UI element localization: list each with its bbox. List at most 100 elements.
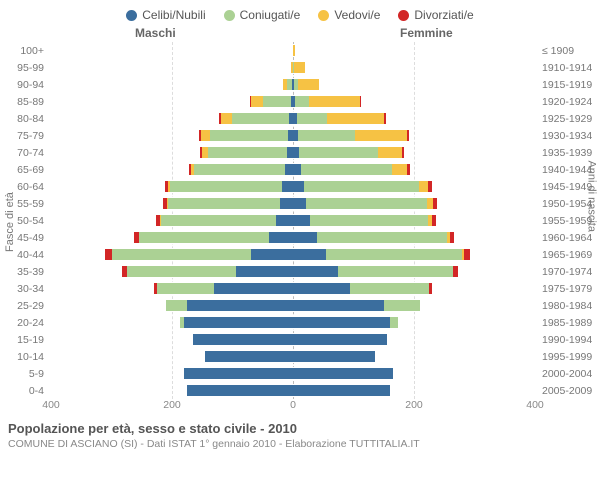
segment	[295, 95, 308, 108]
age-label: 10-14	[0, 351, 48, 363]
male-bar	[48, 263, 293, 280]
segment	[276, 214, 293, 227]
cohort-label: 1995-1999	[538, 351, 600, 363]
cohort-label: 1935-1939	[538, 147, 600, 159]
segment	[293, 197, 306, 210]
segment	[293, 367, 393, 380]
male-bar	[48, 110, 293, 127]
age-label: 100+	[0, 45, 48, 57]
segment	[327, 112, 384, 125]
male-bar	[48, 161, 293, 178]
legend-swatch	[398, 10, 409, 21]
age-label: 25-29	[0, 300, 48, 312]
cohort-label: 1930-1934	[538, 130, 600, 142]
age-row: 45-491960-1964	[0, 229, 600, 246]
chart-subtitle: COMUNE DI ASCIANO (SI) - Dati ISTAT 1° g…	[8, 438, 592, 450]
age-row: 70-741935-1939	[0, 144, 600, 161]
legend-label: Divorziati/e	[414, 8, 473, 22]
footer: Popolazione per età, sesso e stato civil…	[0, 415, 600, 450]
segment	[293, 180, 304, 193]
segment	[187, 299, 293, 312]
age-label: 95-99	[0, 62, 48, 74]
age-row: 30-341975-1979	[0, 280, 600, 297]
cohort-label: 1910-1914	[538, 62, 600, 74]
segment	[419, 180, 428, 193]
segment	[294, 61, 305, 74]
male-header: Maschi	[135, 26, 176, 40]
segment	[310, 214, 428, 227]
segment	[112, 248, 251, 261]
age-row: 95-99 1910-1914	[0, 59, 600, 76]
segment	[280, 197, 293, 210]
age-label: 60-64	[0, 181, 48, 193]
female-bar	[293, 365, 538, 382]
age-label: 0-4	[0, 385, 48, 397]
cohort-label: 1975-1979	[538, 283, 600, 295]
cohort-label: 1925-1929	[538, 113, 600, 125]
female-bar	[293, 382, 538, 399]
cohort-label: 1980-1984	[538, 300, 600, 312]
segment	[378, 146, 402, 159]
cohort-label: 1965-1969	[538, 249, 600, 261]
segment	[338, 265, 453, 278]
segment	[293, 333, 387, 346]
bar-group	[48, 161, 538, 178]
segment	[293, 214, 310, 227]
segment	[293, 248, 326, 261]
segment	[297, 112, 327, 125]
female-bar	[293, 59, 538, 76]
bar-group	[48, 195, 538, 212]
bar-group	[48, 365, 538, 382]
bar-group	[48, 178, 538, 195]
age-row: 55-591950-1954	[0, 195, 600, 212]
segment	[326, 248, 462, 261]
x-tick: 0	[290, 399, 296, 411]
bar-group	[48, 348, 538, 365]
segment	[251, 248, 293, 261]
bar-group	[48, 212, 538, 229]
legend-item: Divorziati/e	[398, 8, 473, 22]
segment	[450, 231, 455, 244]
age-label: 90-94	[0, 79, 48, 91]
segment	[360, 95, 361, 108]
segment	[201, 129, 209, 142]
cohort-label: 2000-2004	[538, 368, 600, 380]
age-label: 35-39	[0, 266, 48, 278]
female-bar	[293, 161, 538, 178]
cohort-label: ≤ 1909	[538, 45, 600, 57]
segment	[161, 214, 276, 227]
female-bar	[293, 178, 538, 195]
male-bar	[48, 229, 293, 246]
cohort-label: 1990-1994	[538, 334, 600, 346]
female-bar	[293, 297, 538, 314]
bar-group	[48, 93, 538, 110]
bar-group	[48, 127, 538, 144]
age-row: 60-641945-1949	[0, 178, 600, 195]
chart-area: Fasce di età Anni di nascita 100+≤ 19099…	[0, 42, 600, 399]
legend-swatch	[318, 10, 329, 21]
segment	[193, 333, 293, 346]
bar-group	[48, 246, 538, 263]
legend-item: Celibi/Nubili	[126, 8, 205, 22]
x-tick: 200	[405, 399, 423, 411]
bar-group	[48, 42, 538, 59]
age-row: 100+ ≤ 1909	[0, 42, 600, 59]
cohort-label: 1985-1989	[538, 317, 600, 329]
bar-group	[48, 314, 538, 331]
age-label: 85-89	[0, 96, 48, 108]
male-bar	[48, 93, 293, 110]
bar-group	[48, 331, 538, 348]
segment	[298, 129, 355, 142]
cohort-label: 1920-1924	[538, 96, 600, 108]
bar-group	[48, 76, 538, 93]
bar-group	[48, 144, 538, 161]
segment	[170, 180, 282, 193]
bar-group	[48, 297, 538, 314]
age-label: 65-69	[0, 164, 48, 176]
bar-group	[48, 280, 538, 297]
segment	[194, 163, 285, 176]
age-row: 35-391970-1974	[0, 263, 600, 280]
female-bar	[293, 195, 538, 212]
male-bar	[48, 59, 293, 76]
y-axis-left-title: Fasce di età	[4, 192, 16, 252]
